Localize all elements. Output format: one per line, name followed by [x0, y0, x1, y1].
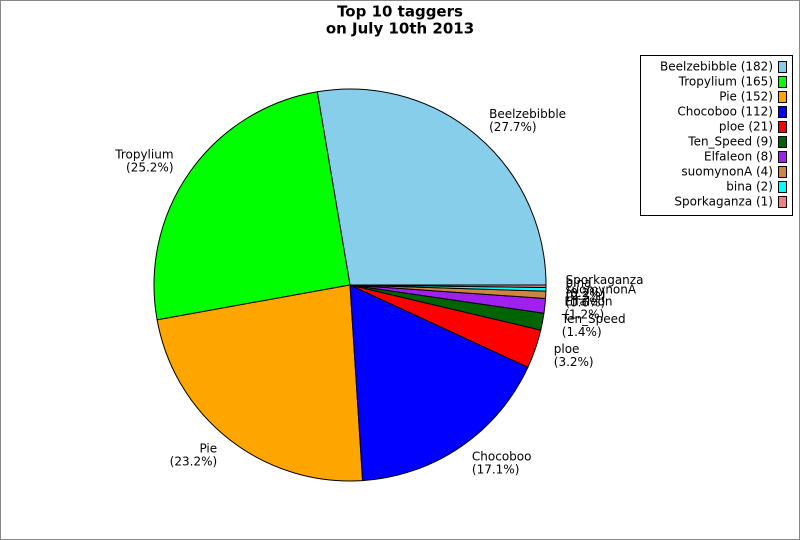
slice-label: Sporkaganza — [566, 273, 644, 287]
legend-label: Pie (152) — [719, 90, 773, 104]
pie-slice — [316, 88, 547, 286]
pie-slice — [153, 91, 351, 321]
slice-percent: (17.1%) — [472, 462, 519, 476]
slice-percent: (27.7%) — [489, 120, 536, 134]
legend-swatch — [778, 151, 787, 163]
legend-label: ploe (21) — [719, 120, 773, 134]
legend-swatch — [778, 136, 787, 148]
slice-label: Beelzebibble — [489, 107, 566, 121]
slice-label: suomynonA — [565, 282, 637, 296]
pie-slice — [349, 284, 529, 482]
chart-subtitle: on July 10th 2013 — [326, 20, 474, 38]
legend-swatch — [778, 196, 787, 208]
slice-label: Ten_Speed — [561, 312, 626, 326]
legend-swatch — [778, 106, 787, 118]
legend-swatch — [778, 121, 787, 133]
legend-label: Chocoboo (112) — [677, 105, 773, 119]
slice-label: Chocoboo — [472, 449, 532, 463]
pie-slice — [156, 284, 364, 482]
slice-percent: (1.2%) — [564, 307, 604, 321]
legend-label: suomynonA (4) — [681, 165, 773, 179]
legend-label: Sporkaganza (1) — [674, 195, 773, 209]
legend-label: Ten_Speed (9) — [687, 135, 773, 149]
legend-swatch — [778, 181, 787, 193]
legend-swatch — [778, 76, 787, 88]
slice-percent: (1.4%) — [562, 325, 602, 339]
slice-label: Elfaleon — [564, 294, 612, 308]
chart-title: Top 10 taggers — [337, 3, 463, 21]
slice-percent: (3.2%) — [554, 355, 594, 369]
legend-swatch — [778, 61, 787, 73]
slice-percent: (25.2%) — [126, 161, 173, 175]
slice-label: ploe — [554, 342, 580, 356]
slice-percent: (0.3%) — [566, 289, 606, 303]
legend-label: Elfaleon (8) — [704, 150, 773, 164]
legend-label: Tropylium (165) — [678, 75, 773, 89]
legend-swatch — [778, 166, 787, 178]
legend-label: Beelzebibble (182) — [660, 60, 773, 74]
slice-label: Pie — [199, 441, 217, 455]
slice-percent: (23.2%) — [170, 454, 217, 468]
legend-label: bina (2) — [726, 180, 773, 194]
slice-label: bina — [566, 276, 592, 290]
slice-percent: (0.6%) — [565, 295, 605, 309]
pie-slice — [349, 284, 547, 288]
slice-label: Tropylium — [114, 148, 173, 162]
slice-percent: (0.2%) — [566, 286, 606, 300]
legend-box — [640, 55, 793, 216]
legend-swatch — [778, 91, 787, 103]
